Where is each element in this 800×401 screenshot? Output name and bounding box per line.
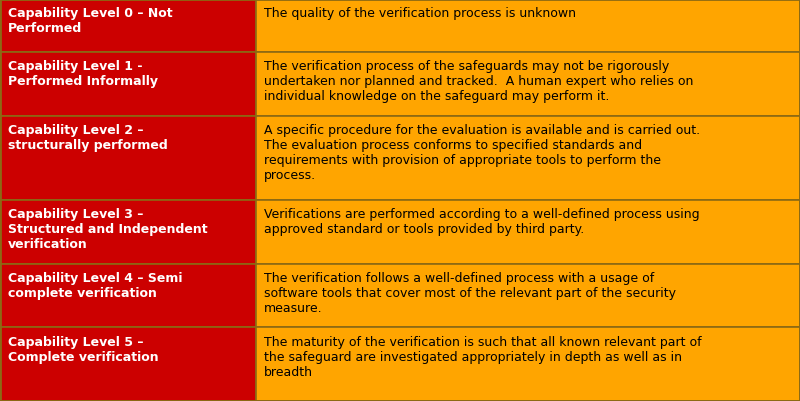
Bar [0, 328, 256, 401]
Bar [0, 201, 256, 264]
Bar [0, 264, 256, 328]
Text: The maturity of the verification is such that all known relevant part of
the saf: The maturity of the verification is such… [264, 335, 702, 378]
Text: Capability Level 3 –
Structured and Independent
verification: Capability Level 3 – Structured and Inde… [8, 208, 208, 251]
Bar [256, 0, 800, 53]
Text: The quality of the verification process is unknown: The quality of the verification process … [264, 7, 576, 20]
Bar [0, 53, 256, 116]
Bar [256, 53, 800, 116]
Bar [256, 116, 800, 201]
Text: The verification follows a well-defined process with a usage of
software tools t: The verification follows a well-defined … [264, 271, 676, 314]
Bar [256, 328, 800, 401]
Bar [0, 116, 256, 201]
Text: Capability Level 2 –
structurally performed: Capability Level 2 – structurally perfor… [8, 124, 168, 151]
Text: Capability Level 0 – Not
Performed: Capability Level 0 – Not Performed [8, 7, 173, 35]
Text: Capability Level 5 –
Complete verification: Capability Level 5 – Complete verificati… [8, 335, 158, 363]
Bar [256, 201, 800, 264]
Text: Capability Level 4 – Semi
complete verification: Capability Level 4 – Semi complete verif… [8, 271, 182, 299]
Bar [256, 264, 800, 328]
Text: Verifications are performed according to a well-defined process using
approved s: Verifications are performed according to… [264, 208, 700, 236]
Text: Capability Level 1 -
Performed Informally: Capability Level 1 - Performed Informall… [8, 60, 158, 88]
Text: A specific procedure for the evaluation is available and is carried out.
The eva: A specific procedure for the evaluation … [264, 124, 700, 181]
Text: The verification process of the safeguards may not be rigorously
undertaken nor : The verification process of the safeguar… [264, 60, 694, 103]
Bar [0, 0, 256, 53]
